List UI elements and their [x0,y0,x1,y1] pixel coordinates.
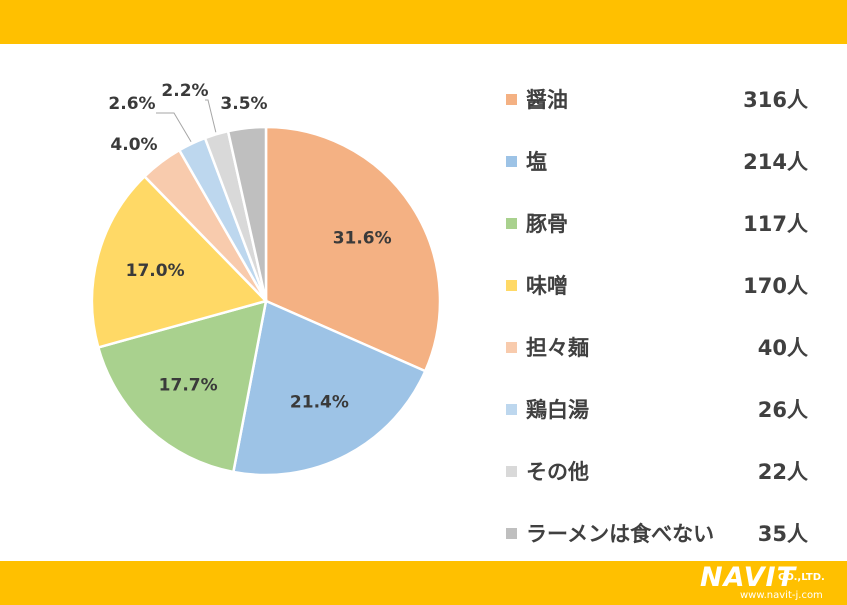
logo-suffix-text: CO.,LTD. [778,572,825,583]
pie-slice-3 [96,299,268,474]
bottom-band [0,561,847,605]
pie-slice-4 [90,174,269,349]
legend-label: 味噌 [526,274,568,298]
legend-item-8: ラーメンは食べない 35人 [506,502,816,564]
top-band [0,0,847,44]
legend-count: 26人 [757,398,808,422]
legend-swatch [506,341,517,353]
legend-swatch [506,93,517,105]
slice-percent-label-5: 4.0% [110,135,157,155]
logo-url-text: www.navit-j.com [740,590,823,601]
pie-slice-8 [226,125,268,302]
leader-line-6 [156,112,192,143]
legend-swatch [506,403,517,415]
slice-percent-label-7: 2.2% [161,81,208,101]
legend-item-5: 担々麺 40人 [506,316,816,378]
legend-label: 鶏白湯 [526,398,589,422]
legend-count: 214人 [743,150,808,174]
chart-legend: 醤油 316人塩 214人豚骨 117人味噌 170人担々麺 40人鶏白湯 26人その他 22… [506,68,816,564]
slice-percent-label-1: 31.6% [333,228,392,248]
leader-line-7 [205,99,217,133]
legend-item-1: 醤油 316人 [506,68,816,130]
legend-swatch [506,155,517,167]
slice-percent-label-6: 2.6% [108,94,155,114]
legend-label: その他 [526,460,589,484]
legend-swatch [506,217,517,229]
logo-main-text: NAVIT [700,562,797,593]
legend-item-4: 味噌 170人 [506,254,816,316]
slice-percent-label-4: 17.0% [126,261,185,281]
legend-count: 22人 [757,460,808,484]
legend-count: 316人 [743,88,808,112]
legend-count: 40人 [757,336,808,360]
legend-count: 117人 [743,212,808,236]
slice-percent-label-3: 17.7% [159,375,218,395]
legend-count: 35人 [757,522,808,546]
legend-label: 醤油 [526,88,568,112]
legend-item-2: 塩 214人 [506,130,816,192]
legend-item-3: 豚骨 117人 [506,192,816,254]
legend-label: 担々麺 [526,336,589,360]
legend-label: 豚骨 [526,212,568,236]
legend-item-6: 鶏白湯 26人 [506,378,816,440]
slice-percent-label-2: 21.4% [290,393,349,413]
legend-item-7: その他 22人 [506,440,816,502]
slice-percent-label-8: 3.5% [220,94,267,114]
legend-count: 170人 [743,274,808,298]
pie-slice-2 [231,299,427,477]
legend-label: ラーメンは食べない [526,522,715,546]
navit-logo: NAVIT CO.,LTD. www.navit-j.com [700,562,840,602]
legend-swatch [506,465,517,477]
legend-label: 塩 [526,150,547,174]
pie-slice-1 [264,125,442,373]
pie-chart: 31.6% 21.4% 17.7% 17.0% 4.0% 2.6% 2.2% 3.5% [90,81,442,477]
legend-swatch [506,527,517,539]
legend-swatch [506,279,517,291]
